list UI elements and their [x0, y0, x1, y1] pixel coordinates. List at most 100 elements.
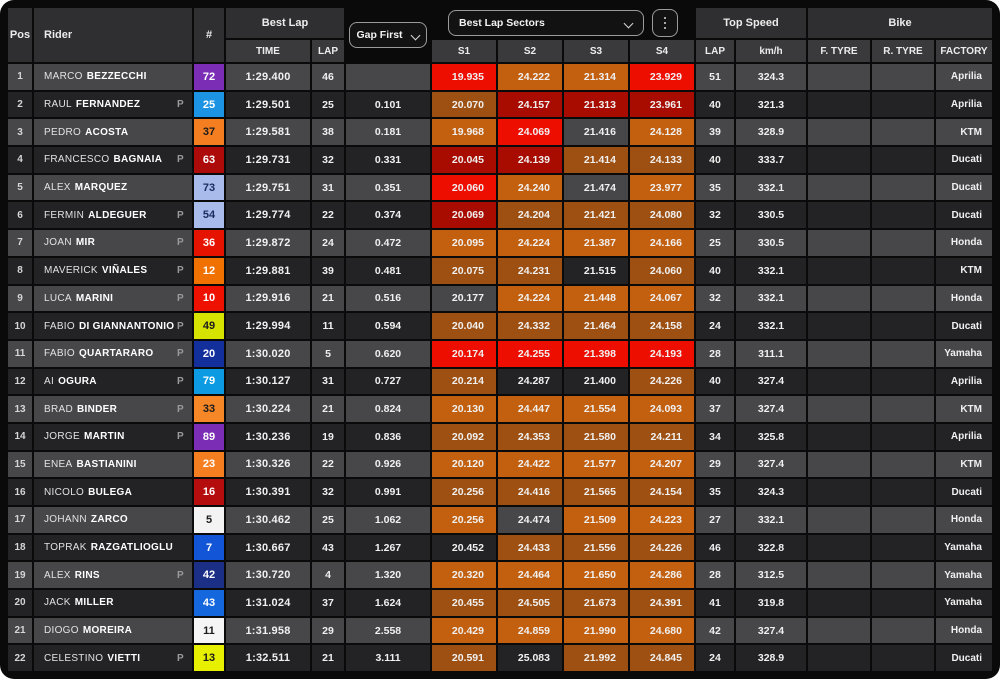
- gap-cell: 0.824: [346, 396, 430, 422]
- rider-number-plate: 79: [194, 368, 224, 395]
- table-row[interactable]: 1 MARCO BEZZECCHI 72 1:29.400 46 19.935 24.222 2…: [8, 64, 992, 90]
- rear-tyre-cell: [872, 285, 934, 312]
- rider-number-plate: 36: [194, 230, 224, 256]
- sector-1-cell: 20.214: [432, 368, 496, 395]
- factory-cell: Honda: [936, 507, 992, 533]
- table-row[interactable]: 2 RAUL FERNANDEZ P 25 1:29.501 25 0.101 20.070 24…: [8, 91, 992, 118]
- front-tyre-cell: [808, 230, 870, 256]
- table-row[interactable]: 15 ENEA BASTIANINI 23 1:30.326 22 0.926 20.120 2…: [8, 451, 992, 478]
- top-speed-lap-cell: 40: [696, 147, 734, 173]
- rear-tyre-cell: [872, 202, 934, 229]
- table-row[interactable]: 7 JOAN MIR P 36 1:29.872 24 0.472 20.095 24.224 21…: [8, 230, 992, 256]
- top-speed-kmh-cell: 332.1: [736, 285, 806, 312]
- table-row[interactable]: 17 JOHANN ZARCO 5 1:30.462 25 1.062 20.256 24.47…: [8, 507, 992, 533]
- rear-tyre-cell: [872, 396, 934, 422]
- rider-name-cell: ALEX RINS P: [34, 562, 192, 589]
- top-speed-kmh-cell: 332.1: [736, 257, 806, 284]
- rider-name-cell: JORGE MARTIN P: [34, 423, 192, 450]
- rider-name-cell: RAUL FERNANDEZ P: [34, 91, 192, 118]
- table-row[interactable]: 5 ALEX MARQUEZ 73 1:29.751 31 0.351 20.060 24.24…: [8, 174, 992, 201]
- rider-first-name: RAUL: [44, 99, 72, 111]
- rider-first-name: PEDRO: [44, 126, 82, 138]
- table-row[interactable]: 14 JORGE MARTIN P 89 1:30.236 19 0.836 20.092 24.…: [8, 423, 992, 450]
- sector-4-cell: 24.060: [630, 257, 694, 284]
- rider-last-name: BAGNAIA: [113, 154, 163, 166]
- rider-name-cell: JACK MILLER: [34, 590, 192, 616]
- table-row[interactable]: 20 JACK MILLER 43 1:31.024 37 1.624 20.455 24.50…: [8, 590, 992, 616]
- best-lap-lap-cell: 22: [312, 202, 344, 229]
- best-lap-lap-cell: 31: [312, 174, 344, 201]
- best-lap-time-cell: 1:30.720: [226, 562, 310, 589]
- table-row[interactable]: 19 ALEX RINS P 42 1:30.720 4 1.320 20.320 24.464 2…: [8, 562, 992, 589]
- rear-tyre-cell: [872, 340, 934, 367]
- rider-name-cell: LUCA MARINI P: [34, 285, 192, 312]
- rider-number-plate: 63: [194, 147, 224, 173]
- header-r-tyre: R. TYRE: [872, 40, 934, 62]
- position-cell: 19: [8, 562, 32, 589]
- gap-mode-dropdown[interactable]: Gap First: [349, 22, 427, 48]
- table-row[interactable]: 22 CELESTINO VIETTI P 13 1:32.511 21 3.111 20.59…: [8, 645, 992, 672]
- sector-1-cell: 20.130: [432, 396, 496, 422]
- table-row[interactable]: 3 PEDRO ACOSTA 37 1:29.581 38 0.181 19.968 24.06…: [8, 119, 992, 146]
- top-speed-lap-cell: 40: [696, 368, 734, 395]
- rear-tyre-cell: [872, 119, 934, 146]
- table-row[interactable]: 18 TOPRAK RAZGATLIOGLU 7 1:30.667 43 1.267 20.4…: [8, 534, 992, 561]
- rider-name-cell: MARCO BEZZECCHI: [34, 64, 192, 90]
- top-speed-lap-cell: 24: [696, 645, 734, 672]
- position-cell: 15: [8, 451, 32, 478]
- gap-cell: 1.267: [346, 534, 430, 561]
- sector-4-cell: 24.067: [630, 285, 694, 312]
- sector-4-cell: 24.133: [630, 147, 694, 173]
- rear-tyre-cell: [872, 91, 934, 118]
- rider-last-name: ALDEGUER: [88, 209, 147, 221]
- gap-cell: 0.181: [346, 119, 430, 146]
- rider-last-name: MARQUEZ: [74, 182, 128, 194]
- rider-last-name: MARTIN: [83, 431, 125, 443]
- table-row[interactable]: 10 FABIO DI GIANNANTONIO P 49 1:29.994 11 0.594…: [8, 313, 992, 339]
- best-lap-time-cell: 1:29.994: [226, 313, 310, 339]
- top-speed-lap-cell: 40: [696, 91, 734, 118]
- table-row[interactable]: 13 BRAD BINDER P 33 1:30.224 21 0.824 20.130 24.4…: [8, 396, 992, 422]
- rider-number-plate: 7: [194, 534, 224, 561]
- position-cell: 20: [8, 590, 32, 616]
- sector-2-cell: 24.464: [498, 562, 562, 589]
- rear-tyre-cell: [872, 368, 934, 395]
- gap-cell: 0.481: [346, 257, 430, 284]
- top-speed-lap-cell: 35: [696, 479, 734, 505]
- factory-cell: Aprilia: [936, 368, 992, 395]
- rider-number-plate: 42: [194, 562, 224, 589]
- table-row[interactable]: 21 DIOGO MOREIRA 11 1:31.958 29 2.558 20.429 24.…: [8, 617, 992, 644]
- rider-number-plate: 54: [194, 202, 224, 229]
- front-tyre-cell: [808, 202, 870, 229]
- rider-last-name: BULEGA: [88, 486, 133, 498]
- rider-name-cell: JOHANN ZARCO: [34, 507, 192, 533]
- gap-cell: 3.111: [346, 645, 430, 672]
- table-row[interactable]: 12 AI OGURA P 79 1:30.127 31 0.727 20.214 24.287 2…: [8, 368, 992, 395]
- front-tyre-cell: [808, 423, 870, 450]
- table-row[interactable]: 8 MAVERICK VIÑALES P 12 1:29.881 39 0.481 20.075…: [8, 257, 992, 284]
- table-row[interactable]: 4 FRANCESCO BAGNAIA P 63 1:29.731 32 0.331 20.04…: [8, 147, 992, 173]
- sector-4-cell: 24.845: [630, 645, 694, 672]
- factory-cell: KTM: [936, 396, 992, 422]
- rider-rows: 1 MARCO BEZZECCHI 72 1:29.400 46 19.935 24.222 2…: [8, 64, 992, 672]
- best-lap-time-cell: 1:30.020: [226, 340, 310, 367]
- table-row[interactable]: 9 LUCA MARINI P 10 1:29.916 21 0.516 20.177 24.22…: [8, 285, 992, 312]
- sectors-header-zone: Best Lap Sectors: [432, 8, 694, 38]
- rider-name-cell: NICOLO BULEGA: [34, 479, 192, 505]
- best-lap-lap-cell: 32: [312, 147, 344, 173]
- sectors-mode-dropdown[interactable]: Best Lap Sectors: [448, 10, 644, 36]
- best-lap-time-cell: 1:29.881: [226, 257, 310, 284]
- best-lap-time-cell: 1:31.958: [226, 617, 310, 644]
- rear-tyre-cell: [872, 64, 934, 90]
- table-row[interactable]: 16 NICOLO BULEGA 16 1:30.391 32 0.991 20.256 24.…: [8, 479, 992, 505]
- top-speed-lap-cell: 39: [696, 119, 734, 146]
- rider-last-name: RINS: [74, 569, 100, 581]
- table-row[interactable]: 6 FERMIN ALDEGUER P 54 1:29.774 22 0.374 20.069 2…: [8, 202, 992, 229]
- more-options-button[interactable]: [652, 9, 678, 37]
- factory-cell: Aprilia: [936, 423, 992, 450]
- position-cell: 4: [8, 147, 32, 173]
- table-row[interactable]: 11 FABIO QUARTARARO P 20 1:30.020 5 0.620 20.174…: [8, 340, 992, 367]
- rider-name-cell: BRAD BINDER P: [34, 396, 192, 422]
- rider-first-name: JACK: [44, 597, 71, 609]
- rider-first-name: ALEX: [44, 182, 71, 194]
